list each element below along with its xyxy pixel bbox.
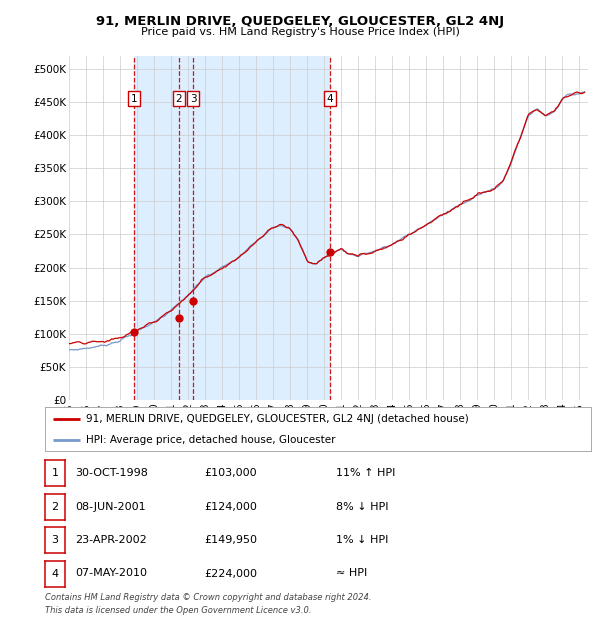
Text: 91, MERLIN DRIVE, QUEDGELEY, GLOUCESTER, GL2 4NJ (detached house): 91, MERLIN DRIVE, QUEDGELEY, GLOUCESTER,… <box>86 414 469 424</box>
Text: 11% ↑ HPI: 11% ↑ HPI <box>336 468 395 478</box>
Text: £224,000: £224,000 <box>204 569 257 578</box>
Text: Price paid vs. HM Land Registry's House Price Index (HPI): Price paid vs. HM Land Registry's House … <box>140 27 460 37</box>
Text: £124,000: £124,000 <box>204 502 257 512</box>
Text: 1% ↓ HPI: 1% ↓ HPI <box>336 535 388 545</box>
Text: 30-OCT-1998: 30-OCT-1998 <box>75 468 148 478</box>
Text: 3: 3 <box>52 535 58 546</box>
Text: ≈ HPI: ≈ HPI <box>336 569 367 578</box>
Text: £149,950: £149,950 <box>204 535 257 545</box>
Text: 4: 4 <box>327 94 334 104</box>
Text: 8% ↓ HPI: 8% ↓ HPI <box>336 502 389 512</box>
Text: 1: 1 <box>131 94 137 104</box>
Text: 91, MERLIN DRIVE, QUEDGELEY, GLOUCESTER, GL2 4NJ: 91, MERLIN DRIVE, QUEDGELEY, GLOUCESTER,… <box>96 16 504 29</box>
Text: 07-MAY-2010: 07-MAY-2010 <box>75 569 147 578</box>
Text: 3: 3 <box>190 94 197 104</box>
Text: 2: 2 <box>52 502 58 512</box>
Text: Contains HM Land Registry data © Crown copyright and database right 2024.: Contains HM Land Registry data © Crown c… <box>45 593 371 602</box>
Text: 23-APR-2002: 23-APR-2002 <box>75 535 147 545</box>
Bar <box>134 56 330 400</box>
Text: 4: 4 <box>52 569 58 579</box>
Text: HPI: Average price, detached house, Gloucester: HPI: Average price, detached house, Glou… <box>86 435 335 445</box>
Text: £103,000: £103,000 <box>204 468 257 478</box>
Text: This data is licensed under the Open Government Licence v3.0.: This data is licensed under the Open Gov… <box>45 606 311 616</box>
Text: 1: 1 <box>52 468 58 479</box>
Text: 08-JUN-2001: 08-JUN-2001 <box>75 502 146 512</box>
Text: 2: 2 <box>175 94 182 104</box>
